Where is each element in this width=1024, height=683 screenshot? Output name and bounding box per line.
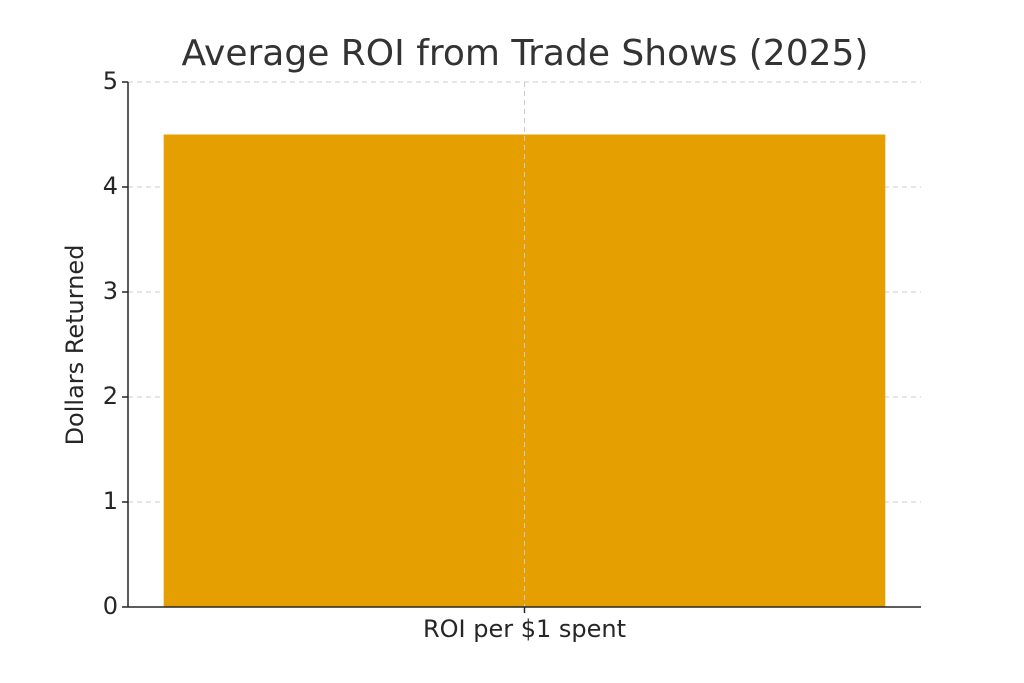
y-tick-label: 0 (103, 592, 118, 620)
y-tick-label: 3 (103, 277, 118, 305)
x-tick-label: ROI per $1 spent (423, 615, 626, 643)
y-tick-label: 4 (103, 172, 118, 200)
y-axis-label: Dollars Returned (61, 245, 89, 446)
y-tick-label: 1 (103, 487, 118, 515)
y-tick-label: 5 (103, 67, 118, 95)
y-tick-label: 2 (103, 382, 118, 410)
chart-title: Average ROI from Trade Shows (2025) (182, 33, 869, 74)
